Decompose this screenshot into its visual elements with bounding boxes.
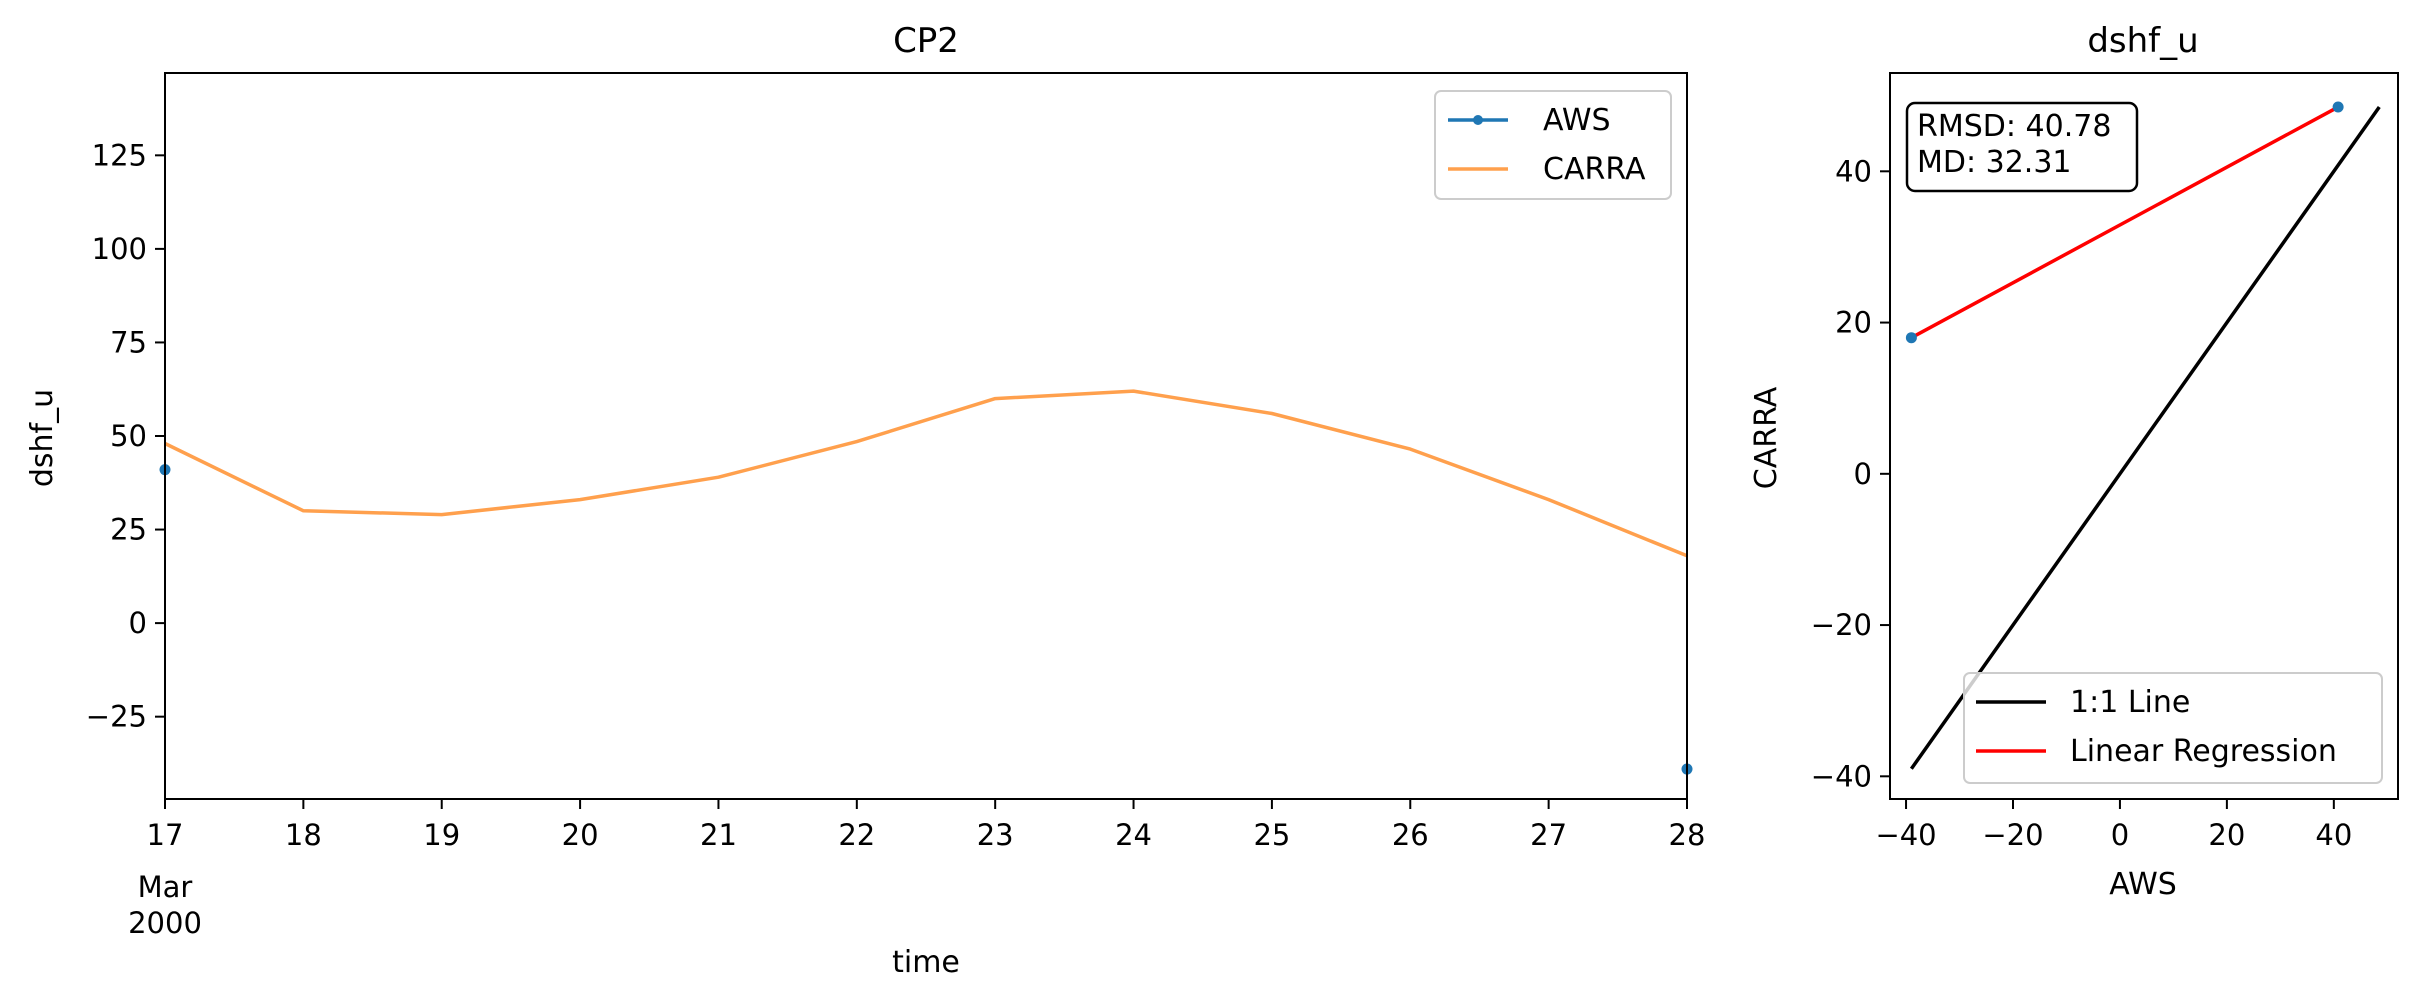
left-x-tick-label: 25: [1253, 818, 1290, 852]
stats-rmsd: RMSD: 40.78: [1917, 109, 2111, 144]
left-y-ticks: 125 100 75 50 25 0 −25: [86, 138, 165, 734]
left-x-tick-label: 28: [1669, 818, 1706, 852]
right-x-tick-label: 20: [2208, 818, 2245, 852]
right-y-ticks: 40 20 0 −20 −40: [1811, 154, 1890, 793]
left-x-tick-month: Mar: [138, 870, 193, 904]
legend-regression-label: Linear Regression: [2070, 734, 2337, 769]
right-x-tick-label: −40: [1875, 818, 1936, 852]
right-y-tick-label: 20: [1835, 306, 1872, 340]
carra-series-line: [164, 389, 1688, 558]
scatter-point: [2332, 101, 2344, 113]
right-x-tick-label: 0: [2111, 818, 2129, 852]
left-x-tick-label: 22: [838, 818, 875, 852]
left-x-tick-label: 17: [147, 818, 184, 852]
right-y-tick-label: 0: [1854, 457, 1872, 491]
left-title: CP2: [893, 21, 959, 61]
right-legend: 1:1 Line Linear Regression: [1963, 672, 2383, 784]
left-y-tick-label: 75: [110, 325, 147, 359]
stats-box: [1905, 101, 2139, 193]
left-y-tick-label: 125: [92, 138, 147, 172]
right-axes-frame: [1889, 72, 2399, 800]
right-points: [1905, 101, 2344, 344]
left-y-axis-label: dshf_u: [25, 389, 60, 487]
right-x-tick-label: 40: [2315, 818, 2352, 852]
right-legend-box: [1963, 672, 2383, 784]
regression-line: [1910, 105, 2339, 340]
left-x-tick-label: 27: [1530, 818, 1567, 852]
left-x-tick-label: 19: [423, 818, 460, 852]
right-x-axis-label: AWS: [2109, 867, 2177, 902]
legend-one-to-one-label: 1:1 Line: [2070, 685, 2190, 720]
left-x-tick-label: 18: [285, 818, 322, 852]
left-legend-box: [1434, 90, 1672, 200]
one-to-one-line: [1909, 106, 2381, 770]
timeseries-panel: CP2 time dshf_u 125 100 75 50 25 0 −25 17 18 19 2…: [25, 21, 1705, 980]
right-x-ticks: −40 −20 0 20 40: [1875, 799, 2352, 852]
left-x-tick-label: 20: [562, 818, 599, 852]
left-x-tick-year: 2000: [128, 906, 202, 940]
left-legend: AWS CARRA: [1434, 90, 1672, 200]
left-x-tick-label: 21: [700, 818, 737, 852]
right-y-axis-label: CARRA: [1749, 386, 1784, 489]
right-title: dshf_u: [2087, 21, 2198, 61]
right-y-tick-label: −20: [1811, 608, 1872, 642]
left-x-axis-label: time: [892, 945, 960, 980]
left-x-tick-label: 24: [1115, 818, 1152, 852]
legend-aws-marker: [1473, 115, 1483, 125]
stats-annotation: RMSD: 40.78 MD: 32.31: [1905, 101, 2139, 193]
right-x-tick-label: −20: [1982, 818, 2043, 852]
scatter-point: [1905, 332, 1917, 344]
legend-carra-label: CARRA: [1543, 152, 1646, 187]
left-x-ticks: 17 18 19 20 21 22 23 24 25 26 27 28: [147, 799, 1706, 852]
right-y-tick-label: 40: [1835, 154, 1872, 188]
left-x-tick-label: 23: [977, 818, 1014, 852]
left-y-tick-label: 25: [110, 513, 147, 547]
right-y-tick-label: −40: [1811, 759, 1872, 793]
right-lines: [1909, 105, 2381, 770]
left-y-tick-label: 0: [129, 606, 147, 640]
left-y-tick-label: −25: [86, 700, 147, 734]
left-y-tick-label: 50: [110, 419, 147, 453]
left-axes-frame: [164, 72, 1688, 800]
legend-aws-label: AWS: [1543, 103, 1611, 138]
left-x-tick-label: 26: [1392, 818, 1429, 852]
left-y-tick-label: 100: [92, 232, 147, 266]
stats-md: MD: 32.31: [1917, 145, 2072, 180]
